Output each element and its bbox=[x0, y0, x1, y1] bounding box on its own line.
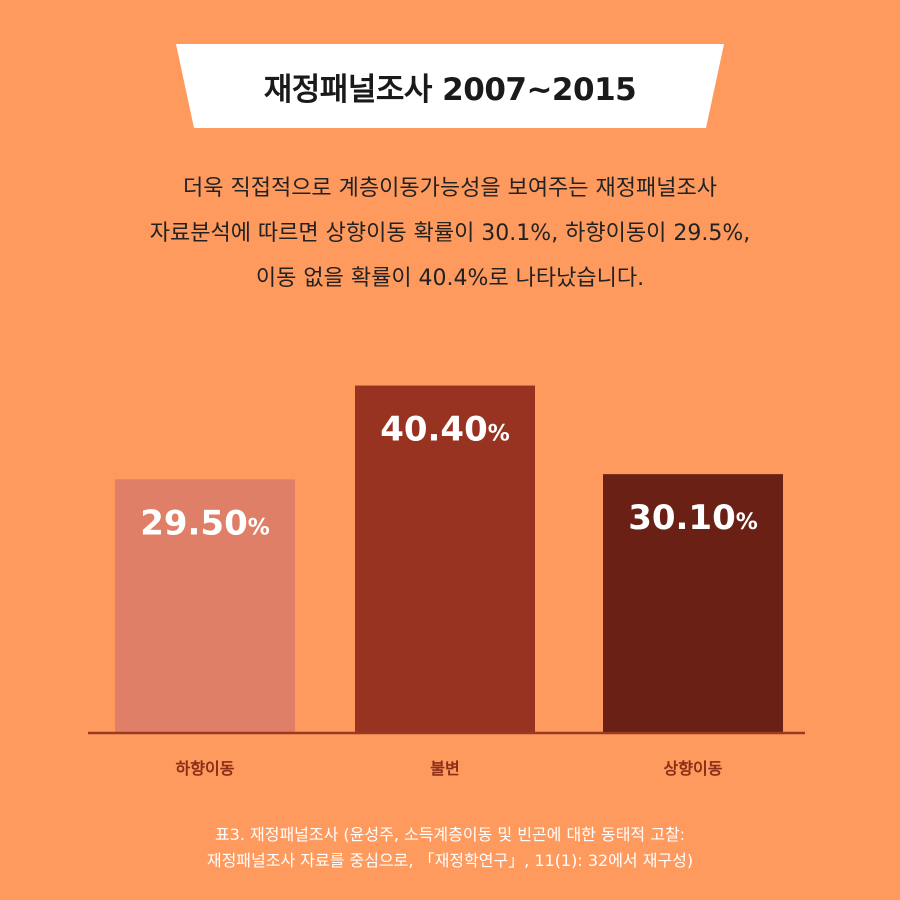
source-line: 재정패널조사 자료를 중심으로, 「재정학연구」, 11(1): 32에서 재구… bbox=[206, 851, 694, 870]
source-line: 표3. 재정패널조사 (윤성주, 소득계층이동 및 빈곤에 대한 동태적 고찰: bbox=[214, 825, 686, 844]
bar-value-label: 29.50% bbox=[140, 503, 270, 543]
description-line: 자료분석에 따르면 상향이동 확률이 30.1%, 하향이동이 29.5%, bbox=[149, 221, 751, 246]
bar-value-label: 40.40% bbox=[380, 410, 510, 450]
bar-1 bbox=[115, 479, 295, 733]
bar-2 bbox=[355, 385, 535, 733]
category-label: 상향이동 bbox=[664, 759, 723, 778]
bar-3 bbox=[603, 474, 783, 733]
category-label: 하향이동 bbox=[176, 759, 235, 778]
title-banner: 재정패널조사 2007~2015 bbox=[176, 44, 724, 128]
category-label: 불변 bbox=[430, 759, 459, 778]
bar-value-label: 30.10% bbox=[628, 498, 758, 538]
source-note: 표3. 재정패널조사 (윤성주, 소득계층이동 및 빈곤에 대한 동태적 고찰:… bbox=[30, 822, 870, 874]
description: 더욱 직접적으로 계층이동가능성을 보여주는 재정패널조사 자료분석에 따르면 … bbox=[30, 166, 870, 301]
description-line: 이동 없을 확률이 40.4%로 나타났습니다. bbox=[255, 266, 645, 291]
description-line: 더욱 직접적으로 계층이동가능성을 보여주는 재정패널조사 bbox=[183, 176, 717, 201]
banner-shape bbox=[176, 44, 724, 128]
page-title: 재정패널조사 2007~2015 bbox=[263, 71, 637, 108]
